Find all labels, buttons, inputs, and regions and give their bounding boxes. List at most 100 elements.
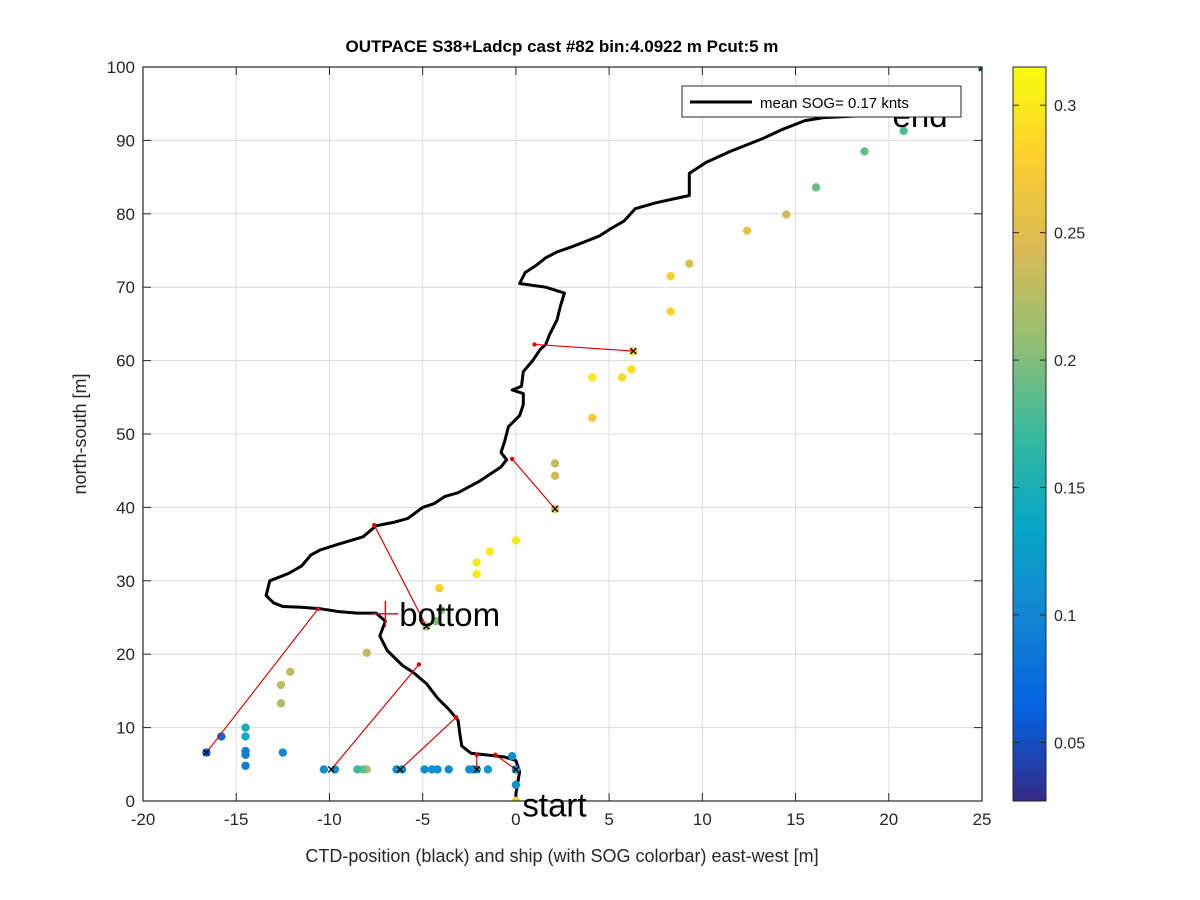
y-tick-label: 0	[126, 792, 135, 811]
x-tick-label: 20	[879, 810, 898, 829]
ship-point	[588, 413, 597, 423]
colorbar-tick-label: 0.25	[1054, 226, 1085, 243]
colorbar-tick-label: 0.1	[1054, 608, 1076, 625]
ctd-link-dot	[474, 752, 479, 757]
x-tick-label: 5	[604, 810, 613, 829]
ship-point	[276, 680, 286, 690]
x-tick-label: -20	[131, 810, 156, 829]
ship-link-marker	[396, 765, 404, 773]
ship-point	[278, 748, 288, 757]
y-axis-label: north-south [m]	[70, 373, 90, 494]
ship-point	[241, 746, 250, 756]
y-axis-ticks: 0 10 20 30 40 50 60 70 80 90 100	[107, 58, 982, 811]
ship-link-marker	[422, 622, 430, 630]
ctd-ship-link	[534, 343, 634, 352]
ship-point	[899, 126, 908, 136]
grid-lines	[143, 67, 982, 801]
ship-point	[617, 373, 627, 382]
colorbar-tick-label: 0.2	[1054, 353, 1076, 370]
y-tick-label: 80	[116, 205, 135, 224]
ship-point	[241, 761, 250, 770]
ctd-ship-link	[205, 608, 319, 753]
annotation-start: start	[522, 787, 586, 824]
y-tick-label: 100	[107, 58, 135, 77]
ship-point	[472, 558, 481, 567]
ctd-ship-links	[202, 67, 982, 773]
colorbar-ticks: 0.05 0.1 0.15 0.2 0.25 0.3	[1013, 98, 1085, 752]
ctd-ship-link	[399, 716, 457, 770]
ctd-link-dot	[371, 522, 377, 528]
ctd-link-dot	[316, 606, 321, 611]
ship-point	[362, 648, 371, 657]
x-tick-label: -10	[317, 810, 342, 829]
colorbar-tick-label: 0.3	[1054, 98, 1076, 115]
ship-link-marker	[327, 765, 335, 773]
ship-point	[217, 732, 226, 741]
ship-link-marker	[978, 67, 982, 72]
legend-label: mean SOG= 0.17 knts	[760, 95, 909, 112]
ctd-link-dot	[493, 752, 498, 757]
chart-title: OUTPACE S38+Ladcp cast #82 bin:4.0922 m …	[346, 37, 779, 56]
ship-point	[483, 765, 493, 774]
ship-point	[511, 796, 521, 801]
ship-point	[627, 365, 636, 374]
ctd-link-dot	[509, 456, 515, 462]
ship-point	[472, 569, 481, 579]
y-tick-label: 20	[116, 645, 135, 664]
x-tick-label: -15	[224, 810, 249, 829]
ctd-ship-link	[495, 754, 517, 770]
ctd-track-line	[264, 111, 917, 801]
ctd-link-dot	[454, 715, 459, 720]
ship-point	[666, 271, 675, 281]
x-tick-label: 10	[693, 810, 712, 829]
ship-point	[685, 259, 694, 268]
x-tick-label: 0	[511, 810, 520, 829]
ship-link-marker	[473, 765, 481, 773]
colorbar-tick-label: 0.15	[1054, 481, 1085, 498]
ship-point	[550, 459, 560, 468]
y-tick-label: 60	[116, 352, 135, 371]
x-axis-label: CTD-position (black) and ship (with SOG …	[305, 846, 818, 866]
ship-point	[286, 667, 295, 677]
bottom-marker	[372, 600, 399, 627]
ctd-link-dot	[532, 342, 537, 347]
x-tick-label: 25	[973, 810, 992, 829]
ship-link-marker	[202, 749, 210, 757]
ship-point	[241, 732, 250, 741]
ship-point	[550, 471, 560, 481]
ship-point	[860, 147, 869, 156]
ctd-ship-link	[373, 524, 427, 627]
ship-link-marker	[629, 347, 637, 355]
y-tick-label: 70	[116, 278, 135, 297]
ship-point	[742, 226, 752, 235]
y-tick-label: 50	[116, 425, 135, 444]
ship-link-marker	[551, 505, 559, 513]
ship-point	[431, 616, 440, 626]
ship-point	[353, 765, 362, 774]
ship-point	[437, 605, 446, 615]
ship-point	[427, 765, 437, 774]
ship-point	[276, 699, 286, 708]
ship-point	[485, 547, 494, 556]
colorbar	[1012, 66, 1047, 802]
ship-point	[511, 536, 521, 545]
colorbar-tick-label: 0.05	[1054, 735, 1085, 752]
ship-link-marker	[512, 765, 520, 773]
ctd-ship-link	[330, 664, 420, 770]
ship-point	[435, 583, 444, 593]
ship-point	[511, 780, 521, 790]
y-tick-label: 10	[116, 719, 135, 738]
plot-frame	[142, 66, 983, 802]
x-tick-label: -5	[415, 810, 430, 829]
ship-point	[241, 723, 250, 732]
ctd-link-dot	[416, 662, 422, 667]
ship-point	[666, 307, 675, 316]
y-tick-label: 40	[116, 498, 135, 517]
y-tick-label: 90	[116, 131, 135, 150]
legend: mean SOG= 0.17 knts	[681, 85, 962, 118]
annotation-bottom: bottom	[399, 596, 500, 633]
ship-point	[588, 373, 597, 382]
ship-point	[420, 765, 429, 774]
y-tick-label: 30	[116, 572, 135, 591]
ship-point	[782, 210, 791, 219]
